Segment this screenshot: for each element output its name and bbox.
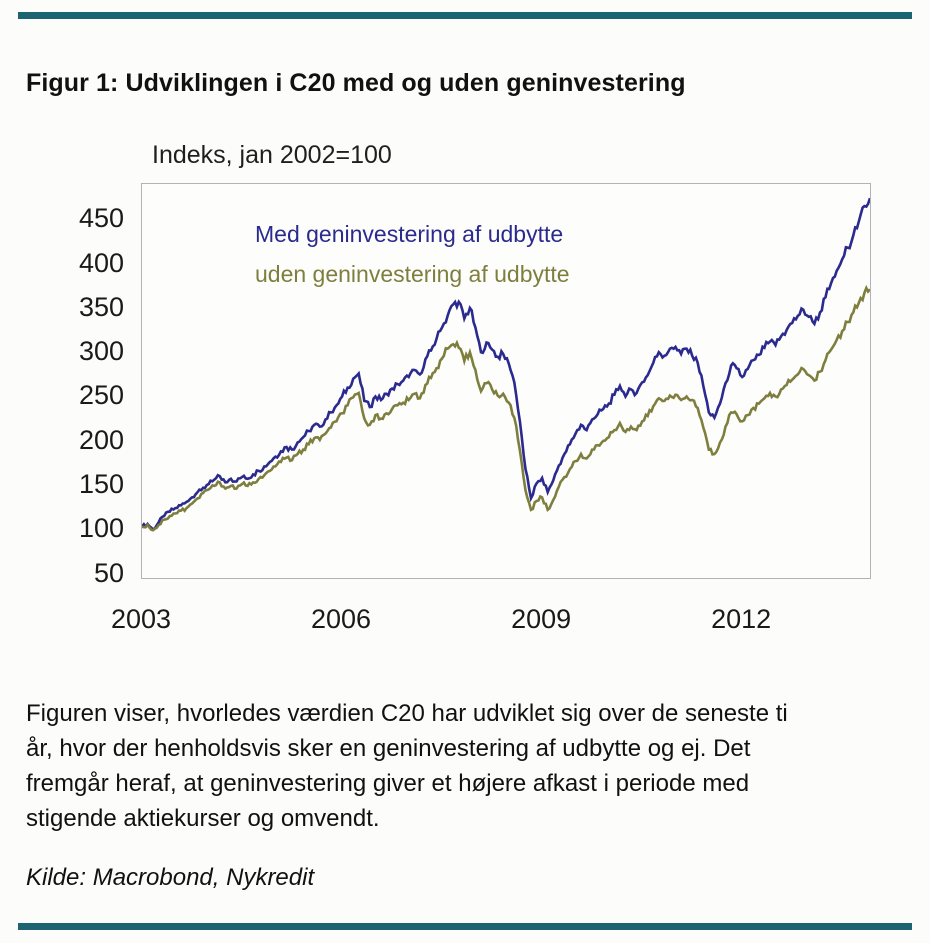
x-axis: 2003 2006 2009 2012: [0, 604, 930, 644]
x-tick-label: 2012: [711, 604, 772, 634]
y-tick-label: 250: [78, 380, 124, 411]
figure-title: Figur 1: Udviklingen i C20 med og uden g…: [26, 68, 686, 97]
y-tick-label: 200: [78, 424, 124, 455]
x-tick-label: 2009: [511, 604, 572, 634]
y-tick-label: 150: [78, 469, 124, 500]
x-tick-label: 2003: [110, 604, 172, 634]
plot-area: Med geninvestering af udbytte uden geninv…: [141, 183, 871, 579]
top-divider: [18, 12, 912, 19]
y-tick-label: 350: [78, 291, 124, 322]
bottom-divider: [18, 923, 912, 930]
x-tick-label: 2006: [311, 604, 372, 634]
series-line-without-reinvestment: [142, 284, 870, 532]
y-tick-label: 50: [93, 557, 124, 588]
chart-legend: Med geninvestering af udbytte uden geninv…: [255, 214, 570, 294]
y-tick-label: 400: [78, 247, 124, 278]
legend-item: uden geninvestering af udbytte: [255, 261, 570, 287]
legend-item: Med geninvestering af udbytte: [255, 221, 564, 247]
figure-description: Figuren viser, hvorledes værdien C20 har…: [26, 700, 788, 832]
chart-unit-label: Indeks, jan 2002=100: [152, 141, 392, 169]
y-tick-label: 100: [78, 513, 124, 544]
y-tick-label: 300: [78, 336, 124, 367]
source-line: Kilde: Macrobond, Nykredit: [26, 864, 315, 891]
line-chart-svg: [142, 197, 870, 532]
y-tick-label: 450: [78, 203, 124, 234]
y-axis: 50 100 150 200 250 300 350 400 450: [24, 0, 124, 620]
series-line-with-reinvestment: [142, 197, 870, 531]
